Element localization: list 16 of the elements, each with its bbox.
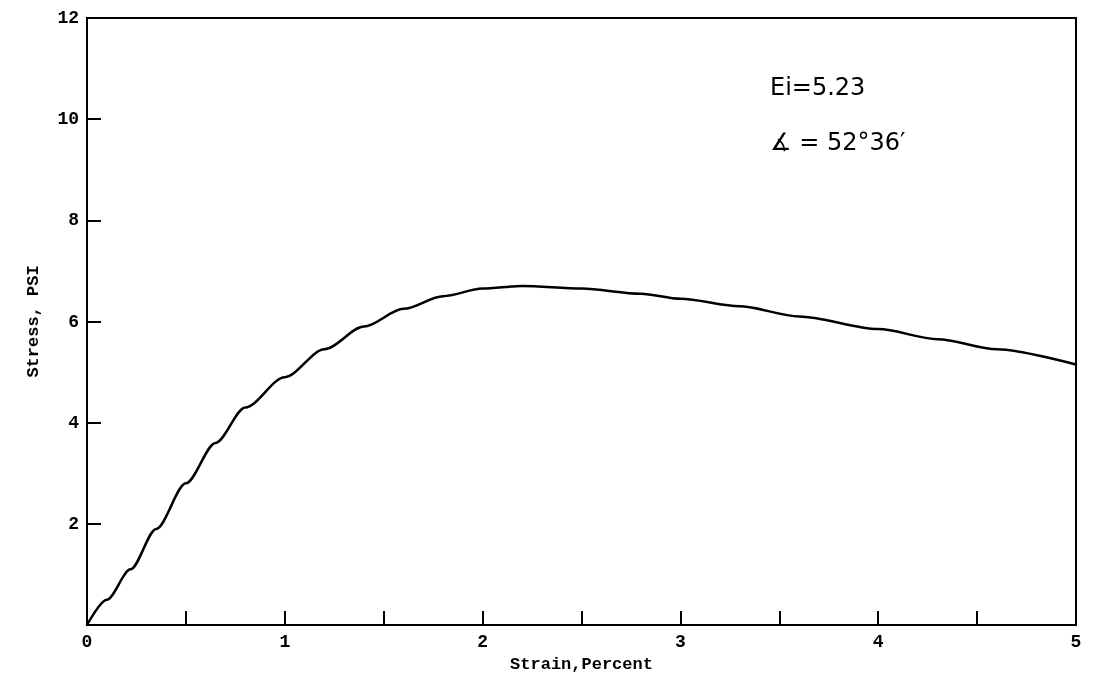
y-tick-label: 2 [68,513,79,534]
y-tick-label: 12 [57,8,79,28]
x-tick-label: 1 [279,632,291,652]
annotation: ∡ = 52°36′ [770,128,906,156]
x-tick-label: 2 [477,632,489,652]
y-tick-label: 6 [68,311,79,332]
y-tick-label: 10 [57,109,79,130]
x-tick-label: 3 [674,632,686,652]
y-tick-label: 8 [68,210,79,231]
y-axis-title: Stress, PSI [24,265,43,378]
x-tick-label: 5 [1070,632,1082,652]
x-axis-title: Strain,Percent [510,654,653,674]
y-tick-label: 4 [68,412,80,433]
x-tick-label: 0 [81,632,93,652]
x-tick-label: 4 [872,632,884,652]
annotation: Ei=5.23 [770,73,866,101]
